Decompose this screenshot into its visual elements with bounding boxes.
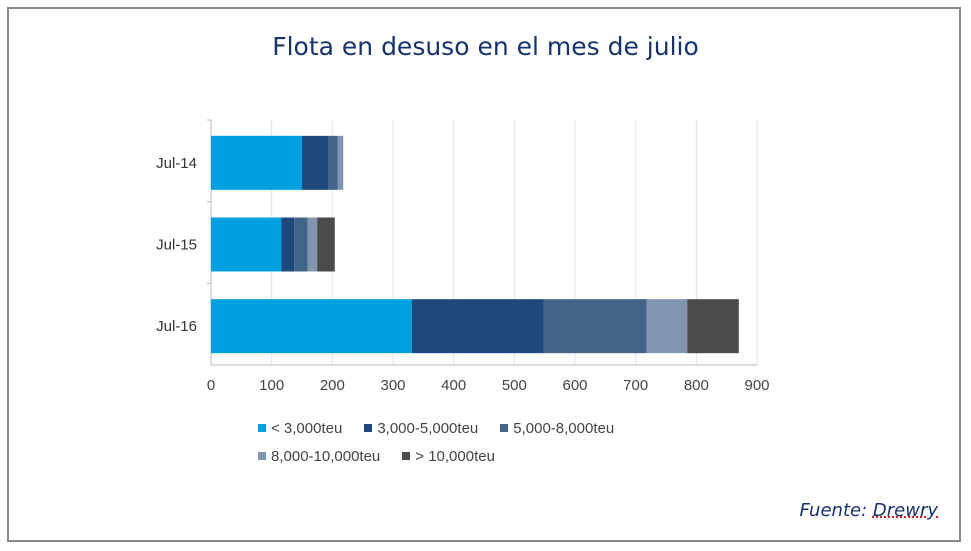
x-tick-label: 400 (441, 377, 466, 394)
x-tick-label: 100 (259, 377, 284, 394)
legend-label: 3,000-5,000teu (377, 419, 479, 437)
legend-item: 5,000-8,000teu (500, 414, 614, 442)
bar-segment (211, 135, 302, 190)
x-tick-label: 600 (562, 377, 587, 394)
legend-item: 8,000-10,000teu (258, 442, 380, 470)
bar-segment (646, 299, 688, 354)
legend-swatch (258, 424, 266, 432)
source-name: Drewry (872, 500, 938, 521)
legend-item: < 3,000teu (258, 414, 342, 442)
x-tick-label: 300 (380, 377, 405, 394)
x-tick-label: 900 (744, 377, 769, 394)
bar-segment (317, 217, 335, 272)
bar-segment (307, 217, 318, 272)
y-category-label: Jul-16 (156, 318, 197, 335)
y-category-label: Jul-14 (156, 155, 197, 172)
x-tick-label: 700 (623, 377, 648, 394)
x-tick-label: 0 (207, 377, 215, 394)
bar-segment (211, 217, 282, 272)
legend-label: 8,000-10,000teu (271, 447, 381, 465)
legend-swatch (258, 452, 266, 460)
legend: < 3,000teu 3,000-5,000teu 5,000-8,000teu 8,… (258, 414, 738, 470)
chart-title: Flota en desuso en el mes de julio (272, 32, 699, 61)
bar-segment (337, 135, 344, 190)
frame (7, 7, 961, 542)
bar-segment (411, 299, 544, 354)
bar-segment (281, 217, 295, 272)
legend-swatch (500, 424, 509, 432)
legend-item: > 10,000teu (402, 442, 495, 470)
bar-segment (687, 299, 739, 354)
x-tick-label: 500 (502, 377, 527, 394)
legend-label: < 3,000teu (271, 419, 343, 437)
legend-label: 5,000-8,000teu (513, 419, 615, 437)
legend-item: 3,000-5,000teu (364, 414, 478, 442)
legend-label: > 10,000teu (415, 447, 495, 465)
bar-segment (328, 135, 338, 190)
bar-segment (302, 135, 329, 190)
x-tick-label: 800 (684, 377, 709, 394)
bar-segment (211, 299, 412, 354)
legend-swatch (402, 452, 411, 460)
legend-swatch (364, 424, 373, 432)
source-label: Fuente: (799, 500, 868, 521)
source-note: Fuente: Drewry (799, 500, 938, 521)
bar-segment (543, 299, 647, 354)
y-category-label: Jul-15 (156, 237, 197, 254)
x-tick-label: 200 (320, 377, 345, 394)
bar-segment (294, 217, 308, 272)
